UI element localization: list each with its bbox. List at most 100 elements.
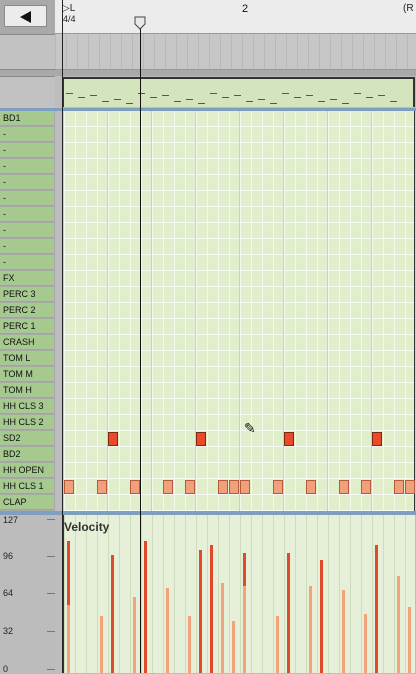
note-cell[interactable]: [361, 480, 371, 494]
clip-note-dash: [198, 103, 205, 104]
velocity-bar[interactable]: [166, 587, 169, 673]
timeline-ruler[interactable]: ▷L 4/4 2 (R: [55, 0, 416, 34]
note-cell[interactable]: [284, 432, 294, 446]
velocity-bar[interactable]: [111, 554, 114, 673]
instrument-label[interactable]: PERC 1: [0, 319, 54, 334]
note-cell[interactable]: [64, 480, 74, 494]
instrument-label[interactable]: -: [0, 239, 54, 254]
note-cell[interactable]: [108, 432, 118, 446]
note-cell[interactable]: [163, 480, 173, 494]
velocity-bar[interactable]: [188, 616, 191, 673]
velocity-scale-tick: [47, 631, 55, 633]
velocity-bar[interactable]: [287, 552, 290, 673]
loop-end-marker[interactable]: (R: [403, 3, 414, 14]
clip-note-dash: [138, 93, 145, 94]
instrument-label[interactable]: TOM M: [0, 367, 54, 382]
beat-line: [371, 111, 372, 511]
note-cell[interactable]: [372, 432, 382, 446]
velocity-bar[interactable]: [397, 576, 400, 673]
loop-start-marker[interactable]: ▷L: [62, 3, 76, 14]
instrument-label[interactable]: TOM L: [0, 351, 54, 366]
clip-note-dash: [258, 99, 265, 100]
instrument-label[interactable]: -: [0, 207, 54, 222]
instrument-label[interactable]: HH CLS 1: [0, 479, 54, 494]
velocity-bar[interactable]: [375, 545, 378, 673]
velocity-title: Velocity: [64, 520, 110, 534]
instrument-label[interactable]: HH CLS 3: [0, 399, 54, 414]
note-cell[interactable]: [405, 480, 415, 494]
velocity-bar[interactable]: [309, 585, 312, 673]
instrument-label[interactable]: CLAP: [0, 495, 54, 510]
clip-note-dash: [318, 101, 325, 102]
clip-note-dash: [354, 93, 361, 94]
note-cell[interactable]: [394, 480, 404, 494]
velocity-bar[interactable]: [210, 545, 213, 673]
velocity-bar[interactable]: [320, 559, 323, 673]
clip-note-dash: [234, 95, 241, 96]
instrument-label[interactable]: HH CLS 2: [0, 415, 54, 430]
note-cell[interactable]: [229, 480, 239, 494]
clip-note-dash: [222, 97, 229, 98]
playhead-icon[interactable]: [134, 16, 146, 30]
clip-note-dash: [342, 103, 349, 104]
beat-line: [195, 111, 196, 511]
instrument-label[interactable]: HH OPEN: [0, 463, 54, 478]
instrument-label[interactable]: CRASH: [0, 335, 54, 350]
note-cell[interactable]: [240, 480, 250, 494]
clip-note-dash: [390, 101, 397, 102]
note-cell[interactable]: [130, 480, 140, 494]
velocity-bar[interactable]: [67, 604, 70, 673]
velocity-bar[interactable]: [408, 606, 411, 673]
clip-note-dash: [102, 101, 109, 102]
velocity-bar[interactable]: [342, 590, 345, 673]
back-button[interactable]: [4, 5, 47, 27]
instrument-label[interactable]: BD2: [0, 447, 54, 462]
note-cell[interactable]: [218, 480, 228, 494]
velocity-bar[interactable]: [276, 616, 279, 673]
pattern-clip-overview[interactable]: [62, 77, 415, 107]
separator[interactable]: [0, 511, 416, 515]
instrument-label[interactable]: -: [0, 191, 54, 206]
drum-grid[interactable]: [62, 111, 416, 526]
clip-note-dash: [186, 99, 193, 100]
instrument-label[interactable]: -: [0, 175, 54, 190]
instrument-label[interactable]: PERC 2: [0, 303, 54, 318]
clip-note-dash: [66, 93, 73, 94]
velocity-scale-tick: [47, 593, 55, 595]
beat-line: [283, 111, 284, 511]
velocity-lane[interactable]: [62, 515, 415, 673]
instrument-label[interactable]: TOM H: [0, 383, 54, 398]
instrument-label[interactable]: -: [0, 223, 54, 238]
instrument-label[interactable]: SD2: [0, 431, 54, 446]
bar-number: 2: [242, 3, 249, 15]
velocity-scale-tick: [47, 555, 55, 557]
note-cell[interactable]: [339, 480, 349, 494]
instrument-label[interactable]: -: [0, 255, 54, 270]
velocity-scale-label: 64: [3, 588, 14, 599]
playhead-line[interactable]: [140, 26, 141, 673]
note-cell[interactable]: [306, 480, 316, 494]
instrument-label[interactable]: -: [0, 127, 54, 142]
note-cell[interactable]: [273, 480, 283, 494]
velocity-bar[interactable]: [221, 583, 224, 673]
velocity-bar[interactable]: [100, 616, 103, 673]
clip-note-dash: [246, 101, 253, 102]
velocity-bar[interactable]: [199, 550, 202, 673]
instrument-label[interactable]: -: [0, 143, 54, 158]
note-cell[interactable]: [196, 432, 206, 446]
velocity-bar[interactable]: [364, 613, 367, 673]
instrument-label[interactable]: BD1: [0, 111, 54, 126]
velocity-bar[interactable]: [133, 597, 136, 673]
clip-note-dash: [78, 97, 85, 98]
instrument-label[interactable]: -: [0, 159, 54, 174]
instrument-label[interactable]: FX: [0, 271, 54, 286]
velocity-bar[interactable]: [232, 621, 235, 673]
velocity-scale-label: 96: [3, 550, 14, 561]
velocity-bar[interactable]: [243, 585, 246, 673]
note-cell[interactable]: [185, 480, 195, 494]
instrument-label[interactable]: PERC 3: [0, 287, 54, 302]
velocity-bar[interactable]: [144, 540, 147, 673]
clip-note-dash: [366, 97, 373, 98]
note-cell[interactable]: [97, 480, 107, 494]
beat-line: [63, 111, 64, 511]
